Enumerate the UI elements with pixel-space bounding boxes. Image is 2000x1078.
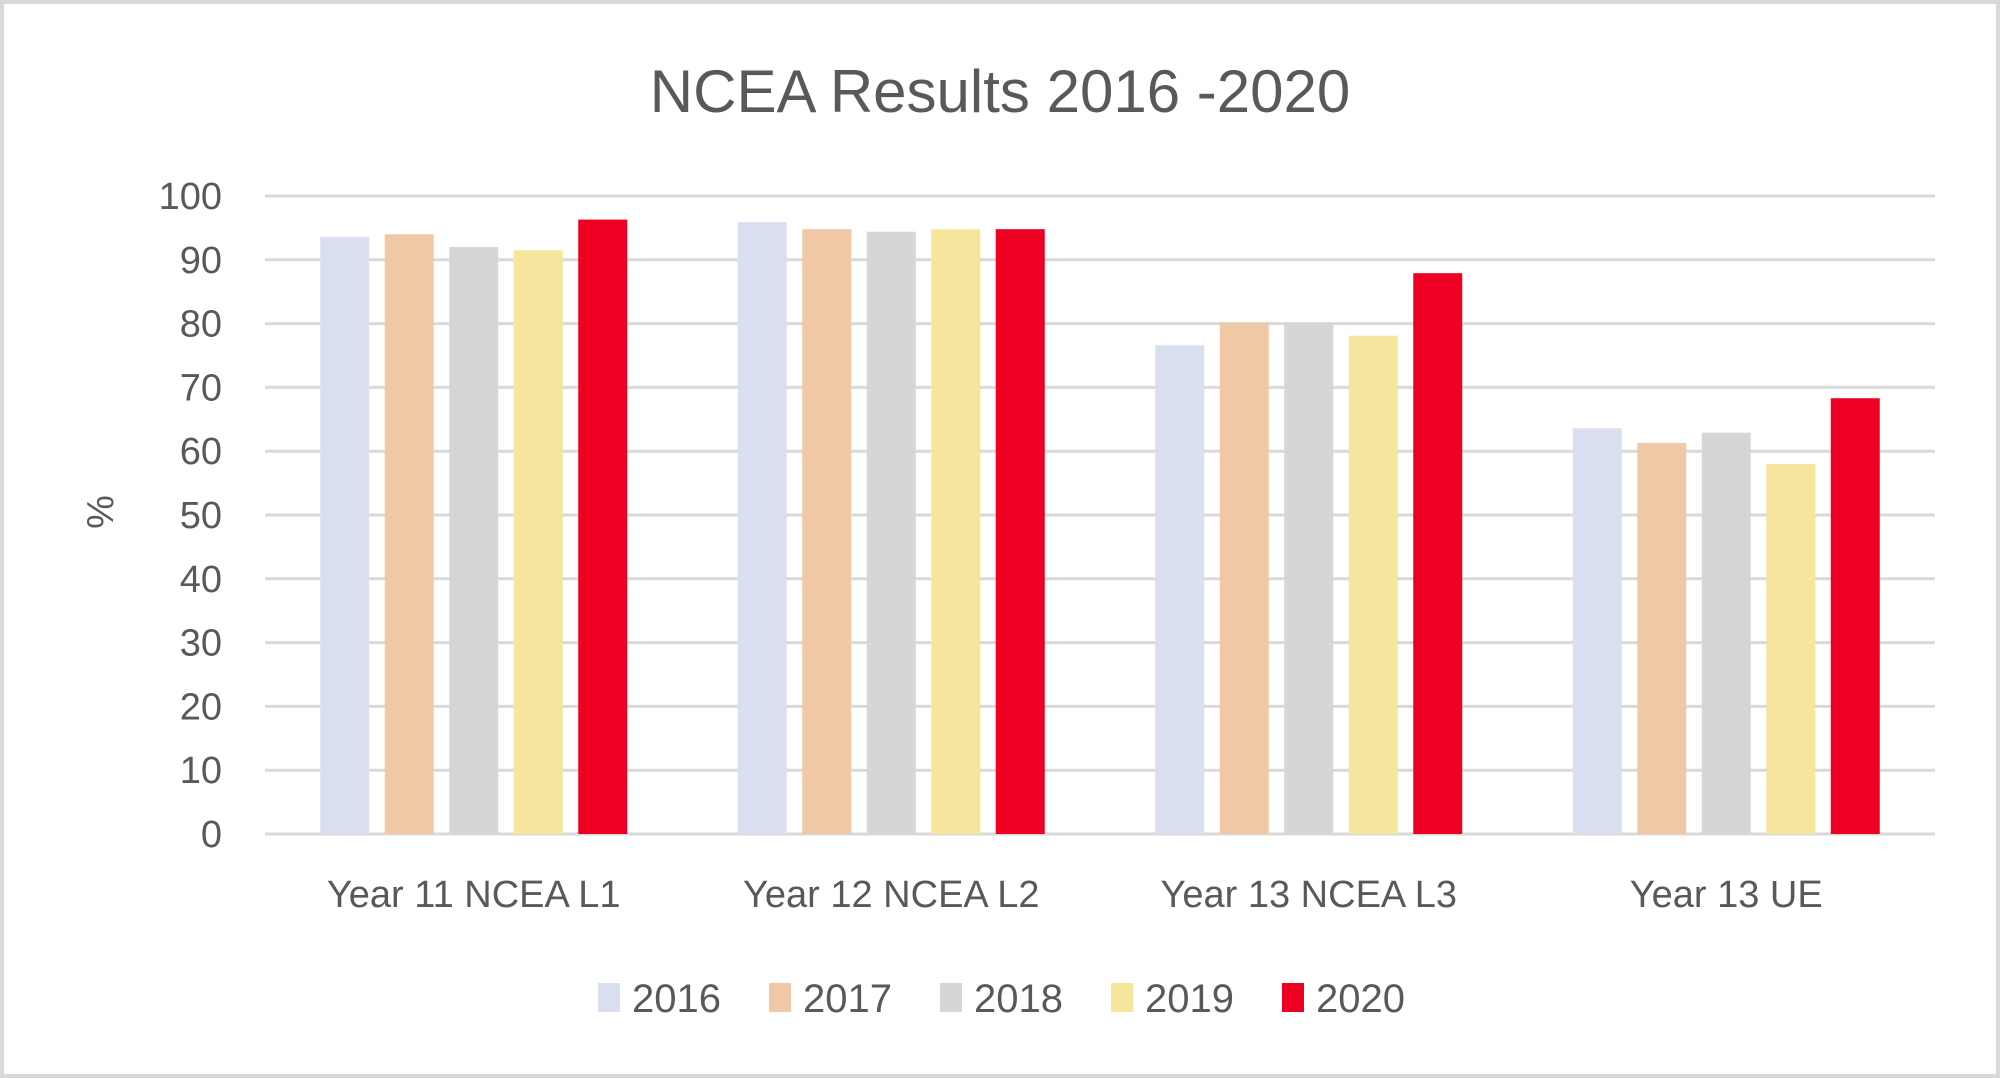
bar-2016-3 xyxy=(1572,428,1622,834)
bar-2019-2 xyxy=(1348,335,1398,834)
bar-2018-1 xyxy=(866,231,916,834)
x-category-label: Year 12 NCEA L2 xyxy=(743,874,1039,916)
bar-2019-1 xyxy=(931,229,981,834)
y-tick-label: 40 xyxy=(180,559,222,601)
x-category-label: Year 13 NCEA L3 xyxy=(1161,874,1457,916)
y-tick-label: 80 xyxy=(180,304,222,346)
bars xyxy=(320,219,1880,835)
legend-item-2020: 2020 xyxy=(1282,977,1405,1021)
legend-item-2016: 2016 xyxy=(598,977,721,1021)
y-tick-label: 90 xyxy=(180,240,222,282)
x-category-label: Year 13 UE xyxy=(1630,874,1823,916)
bar-2017-2 xyxy=(1219,322,1269,834)
bar-2020-1 xyxy=(995,229,1045,834)
bar-2016-0 xyxy=(320,236,370,834)
y-tick-label: 10 xyxy=(180,750,222,792)
y-axis-ticks: 0 10 20 30 40 50 60 70 80 90 100 xyxy=(159,176,222,856)
y-tick-label: 100 xyxy=(159,176,222,218)
bar-2017-3 xyxy=(1637,442,1687,834)
y-tick-label: 70 xyxy=(180,367,222,409)
legend-swatch xyxy=(940,983,962,1012)
bar-2019-3 xyxy=(1766,463,1816,834)
y-tick-label: 50 xyxy=(180,495,222,537)
chart-title: NCEA Results 2016 -2020 xyxy=(650,58,1350,125)
legend-item-2018: 2018 xyxy=(940,977,1063,1021)
legend-label: 2017 xyxy=(803,977,892,1021)
legend-swatch xyxy=(769,983,791,1012)
bar-2018-0 xyxy=(449,247,499,835)
legend-swatch xyxy=(1111,983,1133,1012)
bar-2018-3 xyxy=(1701,432,1751,834)
legend-item-2019: 2019 xyxy=(1111,977,1234,1021)
legend-label: 2016 xyxy=(632,977,721,1021)
legend-swatch xyxy=(1282,983,1304,1012)
y-tick-label: 20 xyxy=(180,686,222,728)
bar-2018-2 xyxy=(1284,322,1334,834)
bar-2016-2 xyxy=(1155,345,1205,834)
bar-2016-1 xyxy=(737,222,787,834)
legend-label: 2018 xyxy=(974,977,1063,1021)
y-tick-label: 60 xyxy=(180,431,222,473)
legend-label: 2019 xyxy=(1145,977,1234,1021)
bar-2017-0 xyxy=(384,234,434,834)
y-tick-label: 0 xyxy=(201,814,222,856)
bar-2020-3 xyxy=(1830,398,1880,834)
y-tick-label: 30 xyxy=(180,623,222,665)
legend: 2016 2017 2018 2019 2020 xyxy=(598,977,1405,1021)
bar-2020-2 xyxy=(1413,273,1463,834)
x-axis-categories: Year 11 NCEA L1 Year 12 NCEA L2 Year 13 NC… xyxy=(327,874,1823,916)
legend-item-2017: 2017 xyxy=(769,977,892,1021)
bar-2019-0 xyxy=(513,250,563,835)
legend-swatch xyxy=(598,983,620,1012)
legend-label: 2020 xyxy=(1316,977,1405,1021)
bar-2017-1 xyxy=(802,229,852,834)
bar-2020-0 xyxy=(578,219,628,834)
x-category-label: Year 11 NCEA L1 xyxy=(327,874,621,916)
y-axis-label: % xyxy=(80,495,122,529)
